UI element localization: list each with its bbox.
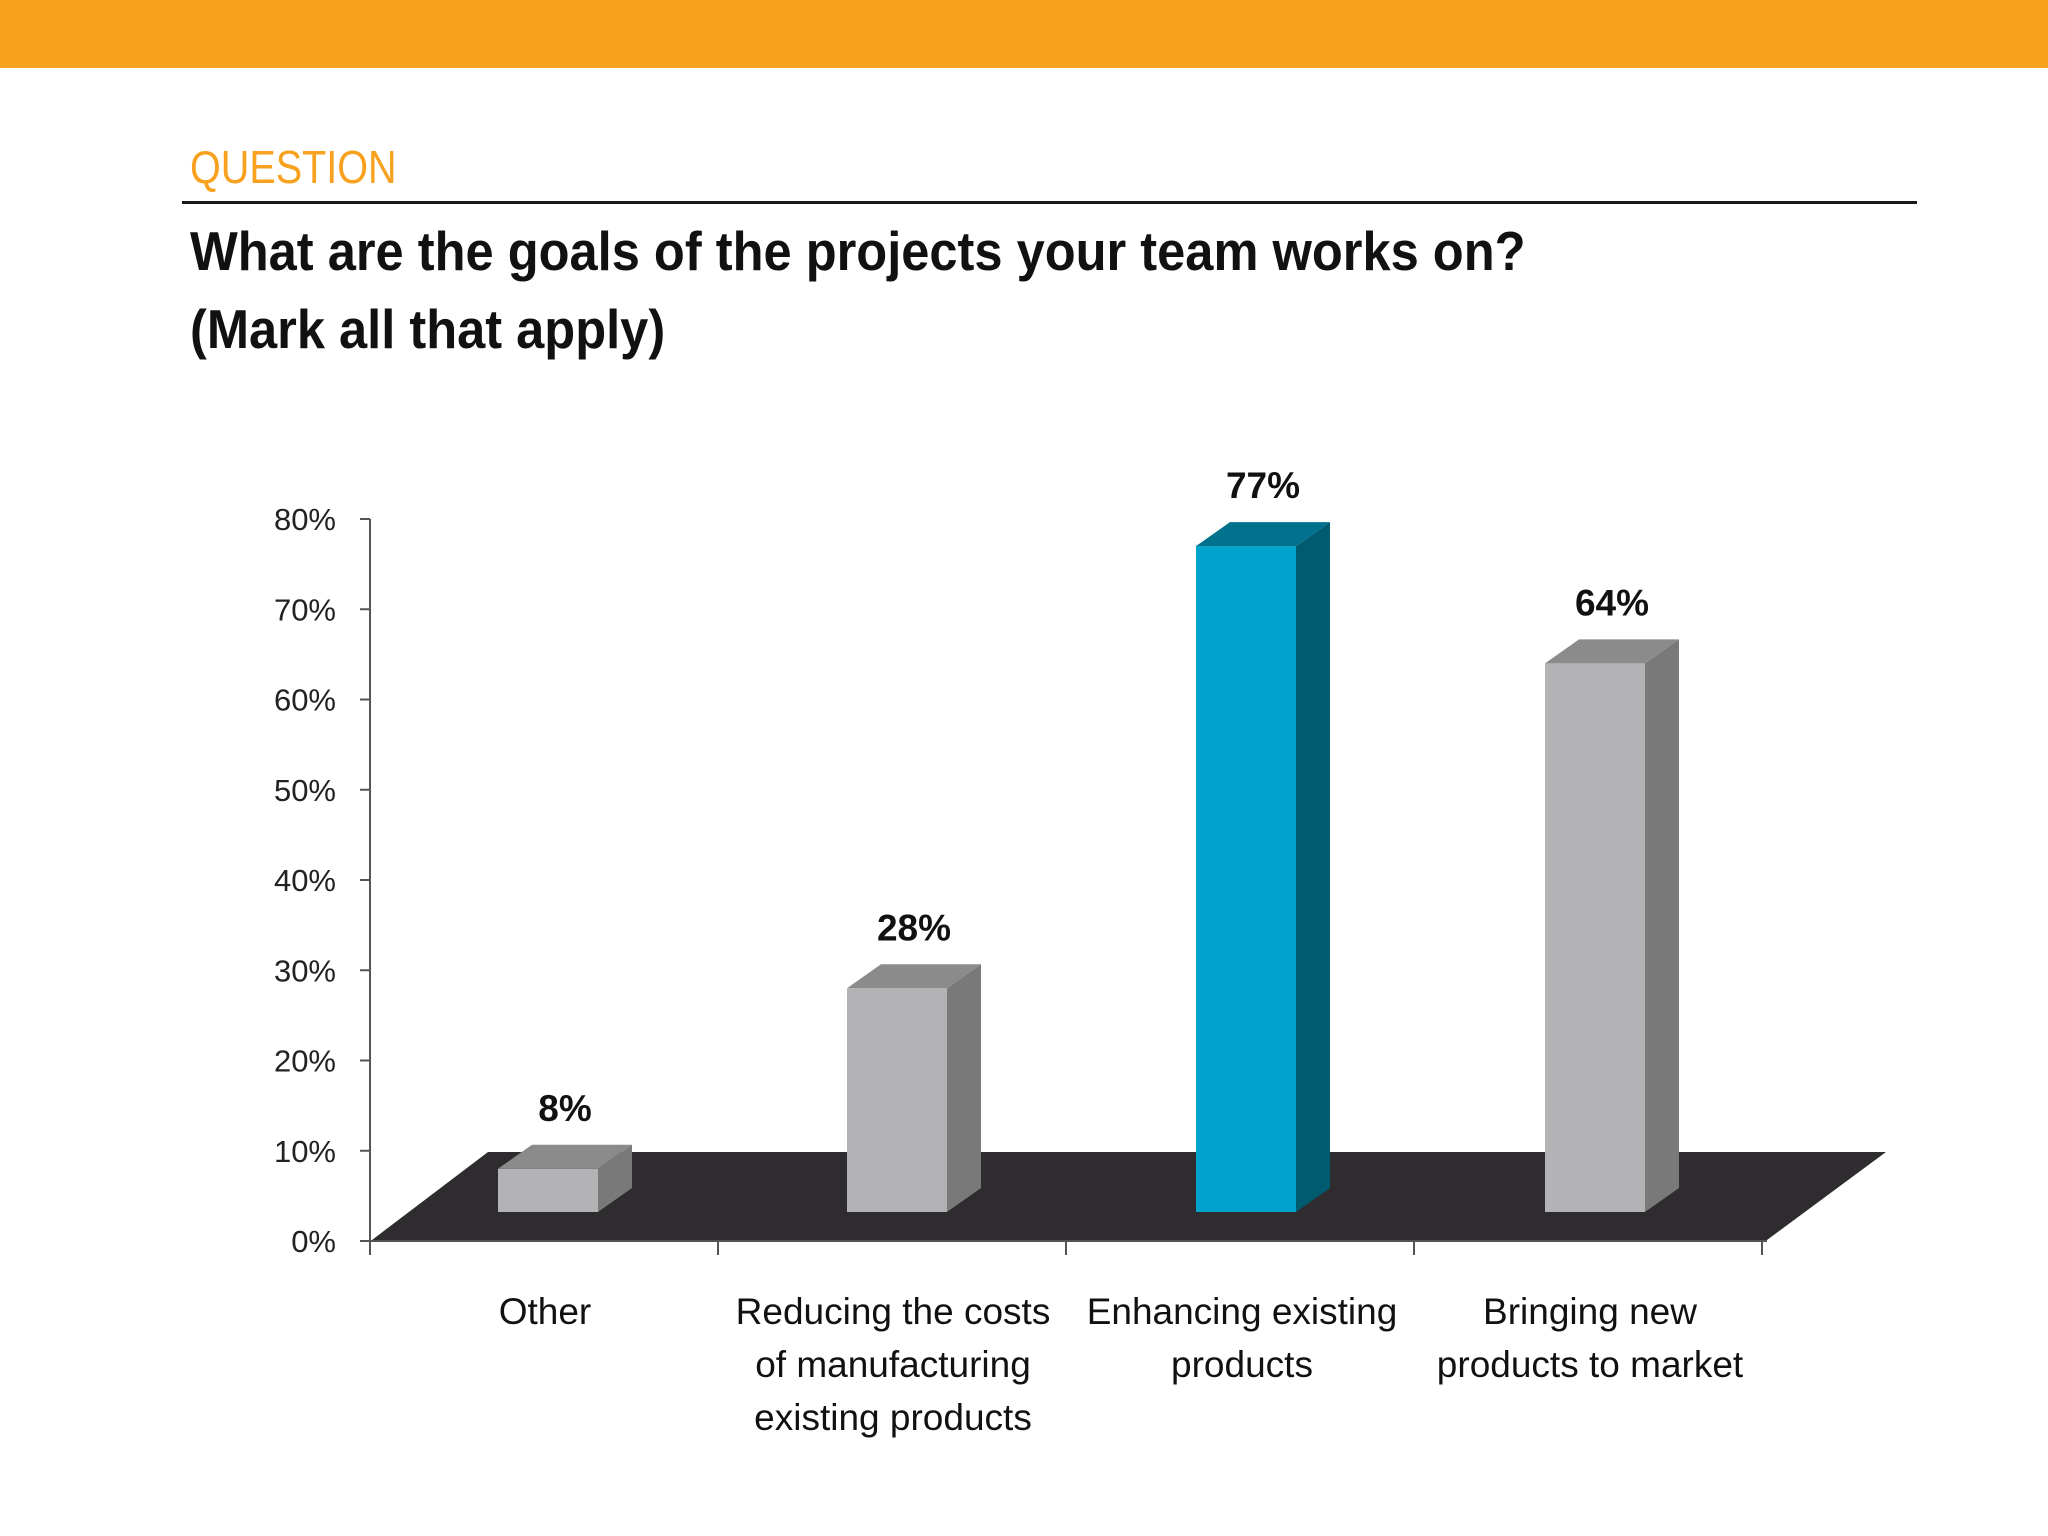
bar-top [1196, 522, 1330, 547]
bar-front [1196, 546, 1296, 1212]
bars-layer [498, 522, 1679, 1212]
category-label-line: existing products [754, 1397, 1032, 1438]
header-rule [182, 201, 1917, 204]
category-label-line: Enhancing existing [1087, 1291, 1398, 1332]
y-tick-label: 30% [274, 953, 336, 988]
y-tick-label: 0% [291, 1224, 336, 1259]
data-label: 28% [877, 907, 951, 948]
data-label: 64% [1575, 582, 1649, 623]
chart-floor [372, 1152, 1886, 1240]
bar-front [498, 1168, 598, 1212]
y-tick-label: 60% [274, 683, 336, 718]
question-line-2: (Mark all that apply) [190, 298, 666, 360]
chart-floor-layer [372, 1152, 1886, 1240]
labels-layer: 8% Other 28% Reducing the costs of manufactu… [499, 465, 1744, 1438]
y-tick-label: 20% [274, 1044, 336, 1079]
bar-top [498, 1144, 632, 1169]
category-label-line: products to market [1437, 1344, 1744, 1385]
bar-side [598, 1144, 632, 1212]
category-label: Reducing the costs of manufacturing existi… [736, 1291, 1051, 1438]
bar-front [1545, 663, 1645, 1212]
page-title: What are the goals of the projects your … [190, 212, 1526, 368]
data-label: 8% [538, 1088, 591, 1129]
y-tick-label: 40% [274, 863, 336, 898]
bar-front [847, 988, 947, 1212]
bar-1 [847, 964, 981, 1212]
bar-side [1296, 522, 1330, 1212]
category-label-line: Reducing the costs [736, 1291, 1051, 1332]
bar-side [1645, 639, 1679, 1212]
category-label: Enhancing existing products [1087, 1291, 1398, 1385]
bar-2 [1196, 522, 1330, 1212]
bar-3 [1545, 639, 1679, 1212]
bar-top [1545, 639, 1679, 664]
bar-top [847, 964, 981, 989]
data-label: 77% [1226, 465, 1300, 506]
y-tick-label: 50% [274, 773, 336, 808]
y-tick-label: 70% [274, 592, 336, 627]
question-kicker: QUESTION [190, 141, 397, 193]
category-label-line: Other [499, 1291, 592, 1332]
category-label: Other [499, 1291, 592, 1332]
category-label-line: products [1171, 1344, 1313, 1385]
bar-0 [498, 1144, 632, 1212]
category-label-line: of manufacturing [755, 1344, 1031, 1385]
bar-side [947, 964, 981, 1212]
top-accent-band [0, 0, 2048, 68]
category-label: Bringing new products to market [1437, 1291, 1744, 1385]
y-axis-layer: 0% 10% 20% 30% 40% 50% 60% 70% 80% [274, 502, 1767, 1259]
y-tick-label: 80% [274, 502, 336, 537]
category-label-line: Bringing new [1483, 1291, 1697, 1332]
y-tick-label: 10% [274, 1134, 336, 1169]
question-line-1: What are the goals of the projects your … [190, 220, 1526, 282]
